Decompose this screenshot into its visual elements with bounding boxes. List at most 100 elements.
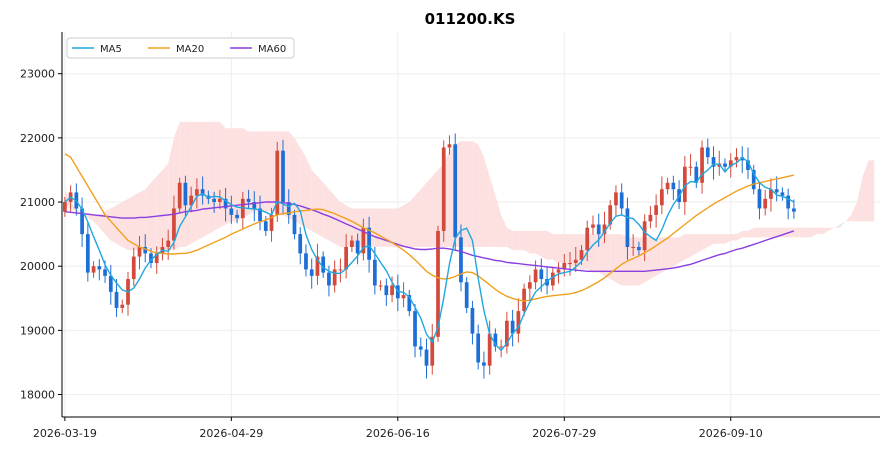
ma20-line: [64, 153, 795, 302]
candle-body: [625, 208, 630, 247]
candle-body: [166, 240, 171, 247]
candle-body: [252, 202, 257, 209]
candle-body: [562, 263, 567, 270]
cloud-segment: [323, 182, 329, 241]
candle-body: [711, 157, 716, 167]
candle-body: [493, 333, 498, 347]
cloud-segment: [816, 227, 823, 235]
candle-body: [103, 269, 107, 276]
candle-body: [476, 333, 481, 363]
cloud-segment: [248, 131, 255, 215]
cloud-segment: [845, 214, 852, 222]
cloud-segment: [214, 121, 220, 231]
cloud-segment: [570, 234, 576, 267]
candle-body: [648, 214, 653, 222]
candle-body: [734, 157, 739, 161]
cloud-segment: [380, 208, 387, 247]
candle-body: [200, 189, 205, 196]
cloud-segment: [122, 198, 129, 251]
candle-body: [705, 147, 710, 158]
candle-body: [464, 282, 469, 308]
y-tick-label: 18000: [20, 389, 55, 402]
cloud-segment: [673, 237, 680, 267]
candle-body: [579, 250, 584, 260]
candle-body: [149, 253, 153, 263]
cloud-segment: [420, 182, 427, 247]
candle-body: [602, 224, 607, 235]
cloud-segment: [99, 211, 106, 235]
cloud-segment: [765, 227, 771, 238]
y-tick-label: 19000: [20, 324, 55, 337]
candle-body: [114, 291, 119, 308]
candle-body: [682, 166, 687, 203]
candle-body: [183, 182, 188, 206]
cloud-segment: [547, 230, 553, 260]
candle-body: [522, 288, 526, 312]
cloud-segment: [409, 195, 416, 247]
cloud-segment: [317, 176, 324, 238]
cloud-segment: [661, 237, 668, 273]
cloud-segment: [690, 234, 697, 257]
cloud-segment: [529, 230, 536, 254]
cloud-segment: [208, 121, 215, 235]
cloud-segment: [736, 230, 743, 241]
legend: MA5 MA20 MA60: [66, 37, 295, 59]
candle-body: [350, 240, 354, 247]
candle-body: [367, 227, 371, 260]
candle-body: [424, 349, 429, 366]
candle-body: [401, 295, 406, 299]
y-tick-label: 20000: [20, 260, 55, 273]
cloud-segment: [340, 202, 347, 247]
candle-body: [384, 285, 389, 296]
candle-body: [108, 275, 113, 292]
cloud-segment: [472, 141, 479, 247]
candle-body: [63, 202, 67, 212]
candle-body: [327, 272, 331, 286]
candle-body: [510, 320, 515, 334]
cloud-segment: [334, 195, 341, 247]
cloud-segment: [811, 227, 817, 238]
y-tick-label: 21000: [20, 196, 55, 209]
candle-body: [482, 362, 486, 366]
cloud-segment: [294, 137, 301, 225]
candle-body: [459, 237, 463, 283]
x-tick-label: 2026-07-29: [532, 427, 596, 440]
candle-body: [338, 269, 343, 271]
candle-body: [217, 198, 222, 203]
candle-body: [740, 157, 745, 161]
candle-body: [223, 198, 228, 209]
candle-body: [487, 333, 492, 366]
cloud-segment: [535, 230, 542, 257]
candle-body: [757, 189, 762, 209]
cloud-segment: [403, 202, 410, 247]
candle-body: [568, 263, 572, 264]
candle-body: [660, 189, 664, 206]
cloud-segment: [702, 234, 708, 251]
cloud-segment: [747, 227, 754, 238]
cloud-segment: [524, 230, 530, 254]
cloud-segment: [254, 131, 261, 212]
cloud-segment: [128, 195, 134, 251]
cloud-segment: [615, 234, 622, 286]
cloud-segment: [87, 214, 94, 222]
cloud-segment: [598, 234, 605, 276]
candle-body: [269, 214, 274, 231]
cloud-segment: [237, 128, 243, 222]
candles-layer: [63, 133, 796, 379]
candle-body: [436, 230, 440, 337]
cloud-segment: [70, 202, 77, 212]
cloud-segment: [770, 227, 777, 238]
cloud-segment: [793, 227, 800, 238]
candle-body: [763, 198, 768, 209]
cloud-segment: [552, 234, 559, 263]
cloud-segment: [857, 176, 863, 222]
candle-body: [229, 208, 234, 215]
candle-body: [573, 259, 578, 263]
cloud-segment: [621, 234, 628, 286]
cloud-segment: [346, 205, 352, 247]
y-tick-label: 22000: [20, 132, 55, 145]
legend-label-ma5: MA5: [100, 44, 122, 55]
candle-body: [746, 160, 750, 170]
candle-body: [154, 253, 159, 263]
